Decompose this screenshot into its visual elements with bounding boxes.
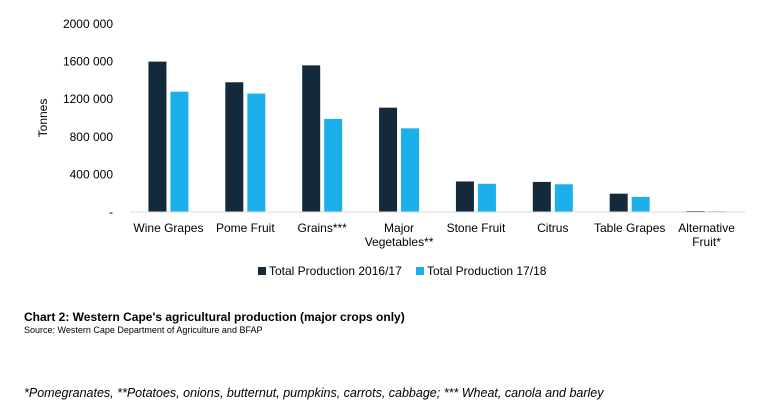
bar bbox=[324, 118, 343, 212]
x-tick-label: Major Vegetables** bbox=[365, 221, 434, 249]
y-tick-label: 2000 000 bbox=[63, 17, 113, 31]
legend: Total Production 2016/17 Total Production… bbox=[258, 264, 547, 278]
y-tick-label: - bbox=[109, 205, 113, 219]
bar bbox=[455, 181, 474, 212]
x-tick-label: Citrus bbox=[537, 221, 568, 235]
x-tick-label: Alternative Fruit* bbox=[678, 221, 735, 249]
legend-swatch bbox=[258, 267, 266, 275]
bar bbox=[554, 184, 573, 212]
bar bbox=[170, 91, 189, 212]
bar bbox=[532, 181, 551, 212]
legend-label: Total Production 17/18 bbox=[427, 264, 547, 278]
bar bbox=[225, 82, 244, 212]
x-tick-label: Pome Fruit bbox=[216, 221, 275, 235]
footnote: *Pomegranates, **Potatoes, onions, butte… bbox=[24, 386, 604, 400]
bar bbox=[477, 183, 496, 212]
bar bbox=[379, 107, 398, 212]
y-tick-label: 1200 000 bbox=[63, 92, 113, 106]
caption-source: Source: Western Cape Department of Agric… bbox=[24, 325, 263, 335]
bar bbox=[148, 61, 167, 212]
x-tick-label: Stone Fruit bbox=[447, 221, 506, 235]
y-tick-label: 800 000 bbox=[70, 130, 114, 144]
bar bbox=[609, 193, 628, 212]
bar bbox=[302, 65, 321, 212]
y-tick-label: 400 000 bbox=[70, 167, 114, 181]
legend-swatch bbox=[416, 267, 424, 275]
bar bbox=[401, 128, 420, 212]
chart-caption: Chart 2: Western Cape's agricultural pro… bbox=[24, 310, 405, 336]
bars bbox=[148, 61, 727, 212]
bar bbox=[631, 196, 650, 212]
bar bbox=[247, 93, 266, 212]
y-axis: - 400 000 800 000 1200 000 1600 000 2000 000 bbox=[63, 17, 113, 219]
x-tick-label: Table Grapes bbox=[594, 221, 665, 235]
caption-title: Chart 2: Western Cape's agricultural pro… bbox=[24, 310, 405, 324]
x-tick-label: Grains*** bbox=[298, 221, 348, 235]
x-axis-labels: Wine Grapes Pome Fruit Grains*** Major Veget… bbox=[133, 221, 735, 249]
y-tick-label: 1600 000 bbox=[63, 55, 113, 69]
legend-label: Total Production 2016/17 bbox=[269, 264, 402, 278]
y-axis-label: Tonnes bbox=[36, 99, 50, 138]
x-tick-label: Wine Grapes bbox=[133, 221, 203, 235]
